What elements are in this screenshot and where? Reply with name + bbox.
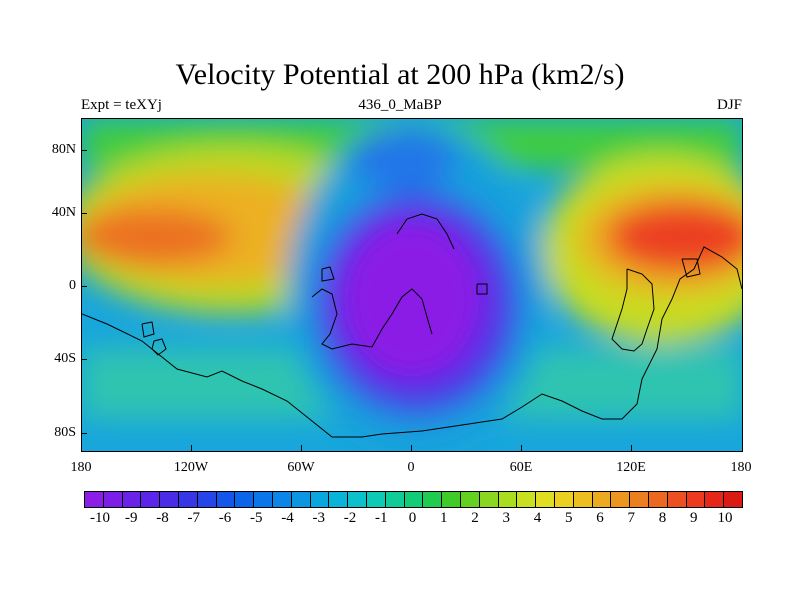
colorbar-cell <box>216 492 236 507</box>
colorbar-cell <box>404 492 424 507</box>
colorbar <box>84 491 743 508</box>
colorbar-label: -4 <box>281 510 294 526</box>
colorbar-cell <box>648 492 668 507</box>
colorbar-cell <box>592 492 612 507</box>
lat-tick <box>81 213 87 214</box>
lon-tick <box>411 445 412 451</box>
colorbar-cell <box>517 492 537 507</box>
lat-tick <box>81 433 87 434</box>
lat-tick <box>81 359 87 360</box>
colorbar-cell <box>611 492 631 507</box>
colorbar-cell <box>630 492 649 507</box>
lon-label-180e: 180 <box>730 460 752 475</box>
colorbar-label: -5 <box>250 510 263 526</box>
map-panel <box>81 118 743 452</box>
colorbar-label: -7 <box>187 510 201 526</box>
colorbar-label: 8 <box>658 510 667 526</box>
colorbar-label: 3 <box>502 510 511 526</box>
lon-label-180w: 180 <box>70 460 92 475</box>
lon-label-120w: 120W <box>173 460 209 475</box>
colorbar-cell <box>536 492 555 507</box>
coastlines <box>82 213 742 438</box>
colorbar-label: -2 <box>343 510 357 526</box>
lat-label-40s: 40S <box>54 351 76 366</box>
colorbar-cell <box>423 492 443 507</box>
colorbar-label: 2 <box>471 510 479 526</box>
colorbar-label: 6 <box>596 510 604 526</box>
colorbar-cell <box>178 492 198 507</box>
colorbar-label: -3 <box>312 510 326 526</box>
colorbar-cell <box>254 492 273 507</box>
colorbar-label: 4 <box>533 510 542 526</box>
colorbar-cell <box>442 492 461 507</box>
experiment-label: Expt = teXYj <box>81 97 162 113</box>
colorbar-label: -6 <box>218 510 232 526</box>
colorbar-cell <box>122 492 142 507</box>
colorbar-cell <box>385 492 405 507</box>
lon-tick <box>521 445 522 451</box>
colorbar-cell <box>160 492 179 507</box>
colorbar-cell <box>197 492 217 507</box>
velocity-potential-map <box>82 119 742 451</box>
lon-label-0: 0 <box>407 460 415 475</box>
lat-label-0: 0 <box>69 278 76 293</box>
lat-label-80s: 80S <box>54 425 76 440</box>
colorbar-label: 0 <box>408 510 417 526</box>
lat-tick <box>81 150 87 151</box>
colorbar-cell <box>724 492 742 507</box>
lon-tick <box>631 445 632 451</box>
colorbar-cell <box>667 492 687 507</box>
colorbar-cell <box>705 492 725 507</box>
lat-label-80n: 80N <box>51 142 76 157</box>
colorbar-cell <box>103 492 123 507</box>
colorbar-cell <box>479 492 499 507</box>
colorbar-cell <box>291 492 311 507</box>
colorbar-label: -1 <box>375 510 388 526</box>
colorbar-label: 7 <box>627 510 636 526</box>
colorbar-label: 10 <box>717 510 733 526</box>
colorbar-cell <box>498 492 518 507</box>
season-label: DJF <box>716 97 742 113</box>
colorbar-label: 9 <box>690 510 698 526</box>
lon-label-120e: 120E <box>616 460 646 475</box>
colorbar-cell <box>235 492 255 507</box>
colorbar-cell <box>686 492 706 507</box>
colorbar-cell <box>310 492 330 507</box>
colorbar-cell <box>85 492 104 507</box>
colorbar-label: -9 <box>125 510 138 526</box>
colorbar-cell <box>366 492 386 507</box>
colorbar-label: 5 <box>565 510 573 526</box>
colorbar-label: 1 <box>440 510 448 526</box>
colorbar-cell <box>272 492 292 507</box>
colorbar-cell <box>573 492 593 507</box>
lon-tick <box>191 445 192 451</box>
lon-label-60w: 60W <box>287 460 315 475</box>
lon-label-60e: 60E <box>509 460 533 475</box>
plot-title: Velocity Potential at 200 hPa (km2/s) <box>175 58 625 91</box>
colorbar-label: -8 <box>156 510 169 526</box>
colorbar-label: -10 <box>90 510 110 526</box>
colorbar-cell <box>460 492 480 507</box>
colorbar-cell <box>348 492 367 507</box>
lat-label-40n: 40N <box>51 205 76 220</box>
colorbar-cell <box>554 492 574 507</box>
lat-tick <box>81 286 87 287</box>
colorbar-cell <box>329 492 349 507</box>
colorbar-cell <box>141 492 161 507</box>
lon-tick <box>301 445 302 451</box>
case-label: 436_0_MaBP <box>358 97 442 113</box>
